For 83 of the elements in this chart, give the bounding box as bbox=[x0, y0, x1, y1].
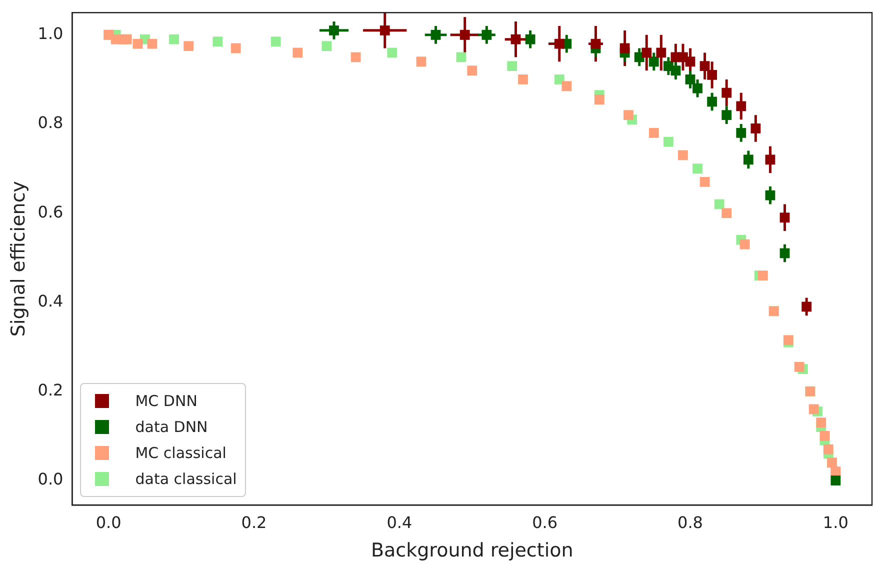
x-tick-label: 1.0 bbox=[822, 512, 848, 532]
y-tick-label: 0.6 bbox=[38, 202, 64, 222]
point bbox=[623, 110, 634, 120]
x-tick-label: 0.2 bbox=[241, 512, 267, 532]
point bbox=[736, 128, 746, 138]
point bbox=[230, 43, 241, 54]
point bbox=[663, 136, 674, 147]
point bbox=[780, 212, 790, 223]
point bbox=[685, 56, 696, 67]
point bbox=[692, 164, 702, 174]
point bbox=[270, 36, 281, 47]
point bbox=[765, 154, 776, 165]
point bbox=[525, 34, 536, 44]
point bbox=[700, 61, 710, 72]
point bbox=[794, 362, 804, 372]
point bbox=[169, 34, 179, 44]
point bbox=[808, 404, 819, 414]
x-tick-label: 0.0 bbox=[96, 512, 122, 532]
point bbox=[802, 302, 812, 312]
point bbox=[456, 52, 466, 62]
point bbox=[707, 96, 717, 107]
point bbox=[594, 94, 604, 104]
point bbox=[714, 199, 724, 210]
point bbox=[322, 41, 332, 51]
point bbox=[765, 190, 776, 200]
legend-label: data DNN bbox=[135, 418, 208, 436]
legend-label: MC DNN bbox=[135, 392, 198, 410]
x-tick-label: 0.8 bbox=[678, 512, 703, 532]
point bbox=[387, 48, 398, 58]
y-tick-label: 0.2 bbox=[38, 380, 64, 400]
legend-label: data classical bbox=[135, 470, 237, 488]
point bbox=[212, 36, 223, 47]
point bbox=[507, 61, 518, 72]
point bbox=[482, 30, 492, 40]
point bbox=[750, 124, 761, 134]
point bbox=[743, 154, 754, 165]
x-axis-title: Background rejection bbox=[370, 540, 574, 562]
x-tick-label: 0.6 bbox=[532, 512, 558, 532]
point bbox=[823, 444, 834, 454]
point bbox=[700, 176, 710, 187]
point bbox=[692, 83, 702, 94]
point bbox=[830, 476, 841, 486]
point bbox=[648, 128, 659, 138]
y-tick-label: 1.0 bbox=[38, 24, 64, 44]
point bbox=[642, 48, 652, 58]
y-tick-label: 0.0 bbox=[38, 470, 64, 489]
point bbox=[147, 38, 158, 49]
point bbox=[740, 239, 750, 250]
point bbox=[350, 52, 361, 62]
point bbox=[656, 48, 666, 58]
point bbox=[648, 56, 659, 67]
y-axis-title: Signal efficiency bbox=[7, 180, 30, 337]
point bbox=[722, 88, 732, 98]
point bbox=[329, 25, 339, 36]
point bbox=[670, 66, 681, 76]
legend-label: MC classical bbox=[135, 444, 226, 462]
point bbox=[620, 43, 630, 54]
point bbox=[518, 74, 528, 84]
point bbox=[562, 81, 572, 92]
point bbox=[816, 418, 826, 428]
point bbox=[380, 25, 390, 36]
x-tick-label: 0.4 bbox=[386, 512, 412, 532]
point bbox=[758, 270, 768, 280]
point bbox=[736, 101, 746, 112]
point bbox=[292, 48, 303, 58]
point bbox=[416, 56, 426, 67]
point bbox=[184, 41, 194, 51]
point bbox=[685, 74, 696, 84]
point bbox=[590, 38, 601, 49]
point bbox=[460, 30, 470, 40]
point bbox=[722, 208, 732, 218]
point bbox=[554, 38, 564, 49]
point bbox=[780, 248, 790, 258]
point bbox=[132, 38, 143, 49]
point bbox=[820, 430, 830, 441]
y-tick-label: 0.8 bbox=[38, 113, 64, 132]
point bbox=[510, 34, 521, 44]
point bbox=[467, 66, 478, 76]
point bbox=[678, 150, 688, 160]
point bbox=[430, 30, 441, 40]
point bbox=[722, 110, 732, 120]
y-tick-label: 0.4 bbox=[38, 291, 64, 310]
point bbox=[707, 70, 717, 80]
